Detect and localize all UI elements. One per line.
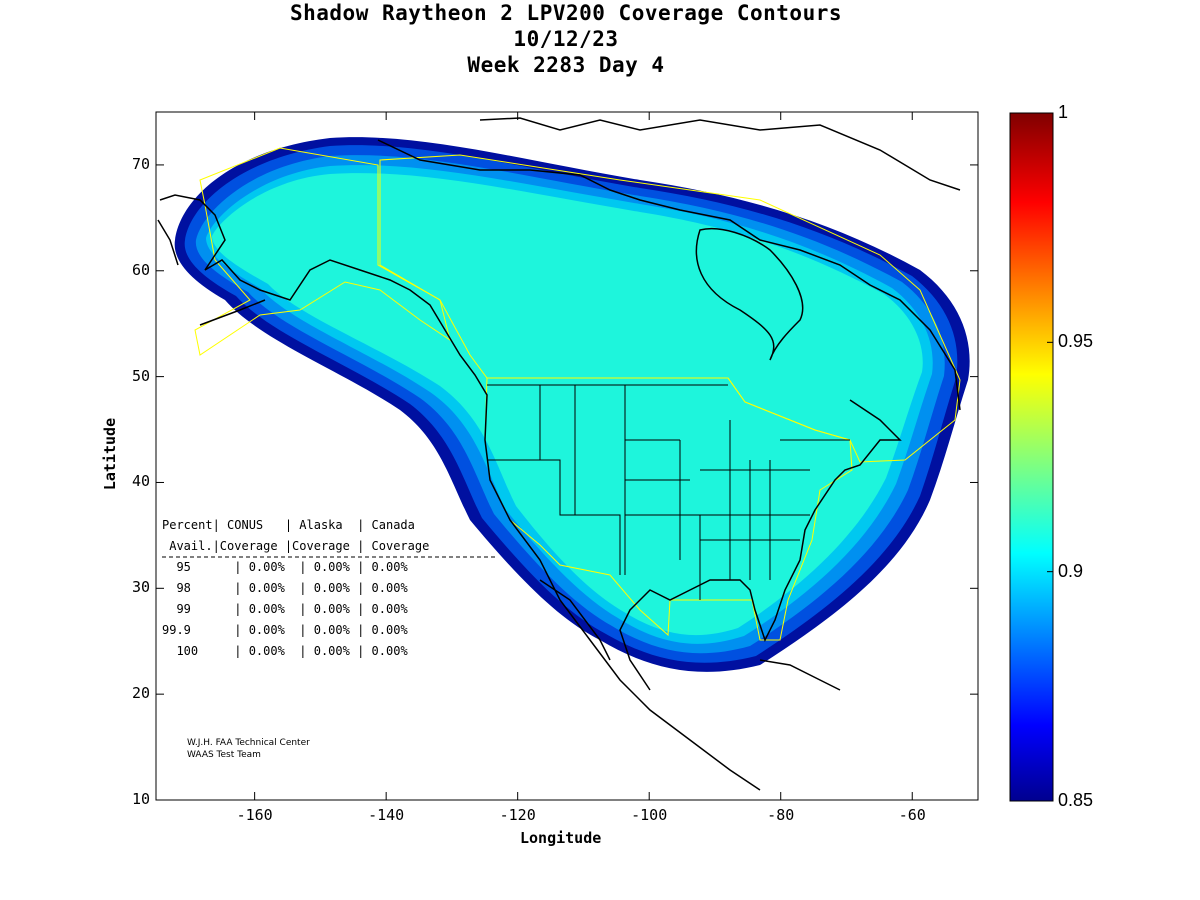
map-title-line1: Shadow Raytheon 2 LPV200 Coverage Contou…: [289, 1, 842, 25]
y-tick-label: 40: [131, 472, 150, 491]
coverage-contours: [157, 117, 970, 791]
table-row: 98 | 0.00% | 0.00% | 0.00%: [162, 581, 408, 595]
credit-line2: WAAS Test Team: [187, 750, 261, 760]
map-title-date: 10/12/23: [513, 27, 619, 51]
table-row: 100 | 0.00% | 0.00% | 0.00%: [162, 644, 408, 658]
x-tick-marks: [254, 112, 913, 800]
table-cell-alaska: 0.00%: [313, 644, 350, 658]
table-header-row2: Avail.|Coverage |Coverage | Coverage: [162, 539, 430, 553]
table-cell-canada: 0.00%: [371, 560, 408, 574]
map-title-week: Week 2283 Day 4: [467, 53, 665, 77]
table-cell-conus: 0.00%: [248, 581, 285, 595]
colorbar-tick-label: 0.95: [1058, 331, 1094, 352]
table-cell-conus: 0.00%: [248, 602, 285, 616]
table-cell-conus: 0.00%: [248, 560, 285, 574]
table-row: 99 | 0.00% | 0.00% | 0.00%: [162, 602, 408, 616]
y-tick-label: 30: [131, 578, 150, 597]
table-cell-alaska: 0.00%: [313, 623, 350, 637]
x-tick-label: -140: [368, 806, 405, 824]
x-tick-label: -160: [236, 806, 273, 824]
colorbar-tick-label: 0.9: [1058, 560, 1084, 581]
colorbar: [1009, 112, 1054, 802]
state-boundaries: [487, 384, 850, 600]
colorbar-tick-label: 0.85: [1058, 790, 1094, 810]
table-row: 99.9 | 0.00% | 0.00% | 0.00%: [162, 623, 408, 637]
table-cell-conus: 0.00%: [248, 623, 285, 637]
table-cell-percent: 99.9: [162, 623, 235, 637]
table-cell-alaska: 0.00%: [313, 560, 350, 574]
x-tick-label: -100: [631, 806, 668, 824]
table-cell-percent: 95: [162, 560, 235, 574]
table-cell-percent: 99: [162, 602, 235, 616]
y-tick-label: 70: [131, 154, 150, 173]
x-tick-label: -80: [767, 806, 795, 824]
table-cell-percent: 98: [162, 581, 235, 595]
coverage-band-inner: [212, 173, 923, 636]
y-tick-label: 20: [131, 684, 150, 703]
colorbar-tick-marks: [1047, 112, 1053, 802]
table-cell-canada: 0.00%: [371, 602, 408, 616]
table-cell-canada: 0.00%: [371, 581, 408, 595]
coastlines: [157, 117, 961, 791]
x-axis-label: Longitude: [520, 829, 602, 847]
table-cell-alaska: 0.00%: [313, 581, 350, 595]
table-header-row1: Percent| CONUS | Alaska | Canada: [162, 518, 415, 532]
x-tick-label: -60: [898, 806, 926, 824]
y-tick-label: 10: [131, 790, 150, 808]
table-cell-percent: 100: [162, 644, 235, 658]
colorbar-tick-label: 1: [1058, 102, 1069, 122]
table-cell-alaska: 0.00%: [313, 602, 350, 616]
credit-line1: W.J.H. FAA Technical Center: [187, 738, 310, 748]
plot-frame: [155, 111, 979, 801]
y-tick-marks: [156, 164, 978, 801]
y-tick-label: 50: [131, 366, 150, 385]
table-cell-canada: 0.00%: [371, 644, 408, 658]
table-row: 95 | 0.00% | 0.00% | 0.00%: [162, 560, 408, 574]
service-area-outlines: [194, 147, 961, 641]
x-tick-label: -120: [499, 806, 536, 824]
y-tick-label: 60: [131, 260, 150, 279]
table-cell-conus: 0.00%: [248, 644, 285, 658]
table-cell-canada: 0.00%: [371, 623, 408, 637]
